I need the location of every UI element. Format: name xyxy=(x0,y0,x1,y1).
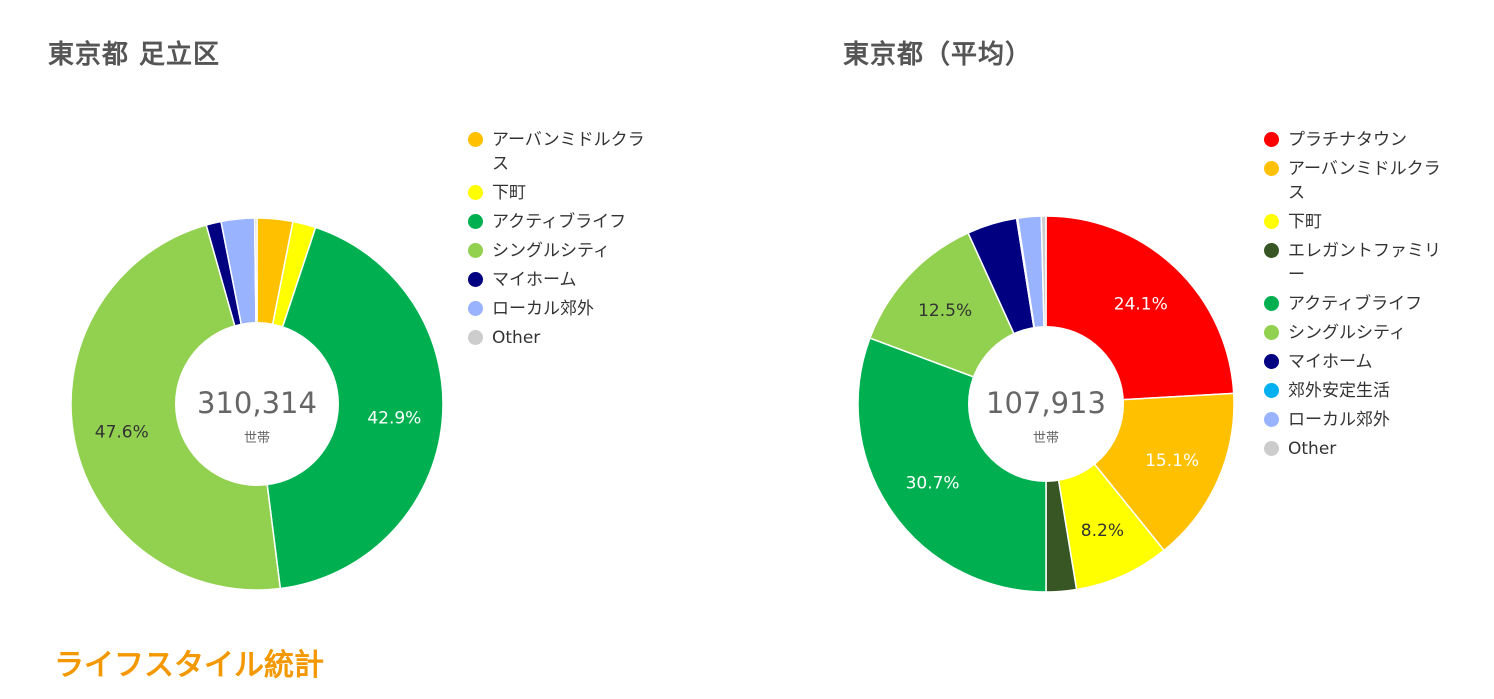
legend-label: アーバンミドルクラス xyxy=(1288,159,1441,203)
legend-dot-icon xyxy=(1264,441,1279,456)
legend-item[interactable]: 郊外安定生活 xyxy=(1264,379,1453,403)
legend-dot-icon xyxy=(468,185,483,200)
legend-label: マイホーム xyxy=(1288,352,1373,372)
data-label-slice-1: 24.1% xyxy=(1114,295,1168,315)
legend-label: ローカル郊外 xyxy=(492,299,594,319)
legend-label: Other xyxy=(492,328,541,348)
legend-label: Other xyxy=(1288,439,1337,459)
data-label-slice-6: 12.5% xyxy=(918,301,972,321)
legend-item[interactable]: ローカル郊外 xyxy=(468,297,657,321)
legend-item[interactable]: Other xyxy=(468,326,657,350)
section-title: ライフスタイル統計 xyxy=(54,648,324,683)
legend-dot-icon xyxy=(468,272,483,287)
legend-item[interactable]: 下町 xyxy=(1264,210,1453,234)
data-label-slice-3: 8.2% xyxy=(1081,521,1124,541)
legend-tokyo-average: プラチナタウンアーバンミドルクラス下町エレガントファミリーアクティブライフ シング… xyxy=(1264,128,1453,466)
legend-dot-icon xyxy=(468,330,483,345)
legend-dot-icon xyxy=(468,301,483,316)
legend-dot-icon xyxy=(1264,132,1279,147)
legend-label: 郊外安定生活 xyxy=(1288,381,1390,401)
legend-item[interactable]: アクティブライフ xyxy=(468,210,657,234)
legend-dot-icon xyxy=(468,132,483,147)
donut-hole xyxy=(968,326,1124,482)
legend-adachi: アーバンミドルクラス下町アクティブライフ シングルシティ マイホームローカル郊外 Ot… xyxy=(468,128,657,355)
legend-dot-icon xyxy=(468,243,483,258)
legend-item[interactable]: Other xyxy=(1264,437,1453,461)
legend-dot-icon xyxy=(1264,412,1279,427)
legend-dot-icon xyxy=(1264,214,1279,229)
legend-label: マイホーム xyxy=(492,270,577,290)
legend-item[interactable]: プラチナタウン xyxy=(1264,128,1453,152)
legend-item[interactable]: 下町 xyxy=(468,181,657,205)
legend-item[interactable]: マイホーム xyxy=(1264,350,1453,374)
legend-dot-icon xyxy=(1264,243,1279,258)
legend-label: シングルシティ xyxy=(492,241,610,261)
center-value: 107,913 xyxy=(986,386,1106,420)
legend-label: アクティブライフ xyxy=(1288,294,1423,314)
data-label-slice-3: 42.9% xyxy=(367,408,421,428)
legend-dot-icon xyxy=(1264,325,1279,340)
center-value: 310,314 xyxy=(197,386,317,420)
chart-title-adachi: 東京都 足立区 xyxy=(48,40,221,70)
legend-item[interactable]: ローカル郊外 xyxy=(1264,408,1453,432)
legend-label: ローカル郊外 xyxy=(1288,410,1390,430)
legend-dot-icon xyxy=(1264,354,1279,369)
data-label-slice-2: 15.1% xyxy=(1145,451,1199,471)
chart-title-tokyo-average: 東京都（平均） xyxy=(843,40,1033,70)
legend-label: プラチナタウン xyxy=(1288,130,1407,150)
legend-dot-icon xyxy=(1264,383,1279,398)
legend-item[interactable]: シングルシティ xyxy=(1264,321,1453,345)
legend-item[interactable]: エレガントファミリー xyxy=(1264,239,1453,287)
donut-hole xyxy=(175,322,339,486)
pie-slice-3 xyxy=(256,226,444,590)
center-unit: 世帯 xyxy=(1033,431,1059,446)
center-unit: 世帯 xyxy=(244,431,270,446)
legend-item[interactable]: マイホーム xyxy=(468,268,657,292)
legend-label: シングルシティ xyxy=(1288,323,1406,343)
legend-label: エレガントファミリー xyxy=(1288,241,1441,285)
legend-item[interactable]: アーバンミドルクラス xyxy=(1264,157,1453,205)
legend-label: 下町 xyxy=(1288,212,1322,232)
legend-dot-icon xyxy=(1264,296,1279,311)
legend-item[interactable]: アーバンミドルクラス xyxy=(468,128,657,176)
legend-item[interactable]: アクティブライフ xyxy=(1264,292,1453,316)
legend-item[interactable]: シングルシティ xyxy=(468,239,657,263)
legend-label: 下町 xyxy=(492,183,526,203)
legend-label: アクティブライフ xyxy=(492,212,627,232)
legend-label: アーバンミドルクラス xyxy=(492,130,645,174)
data-label-slice-5: 30.7% xyxy=(906,474,960,494)
data-label-slice-4: 47.6% xyxy=(95,423,149,443)
legend-dot-icon xyxy=(1264,161,1279,176)
legend-dot-icon xyxy=(468,214,483,229)
